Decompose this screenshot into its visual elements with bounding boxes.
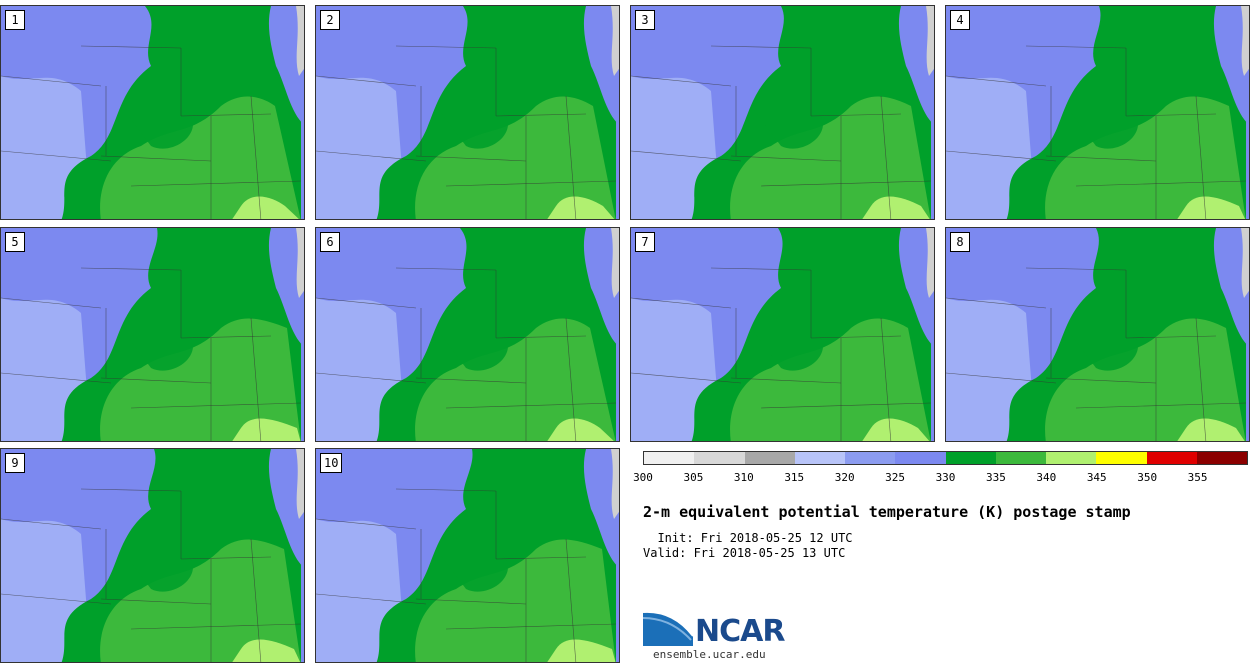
colorbar-tick-label: 355: [1187, 471, 1208, 484]
map-plot: [946, 6, 1249, 219]
panel-label: 2: [320, 10, 340, 30]
colorbar-tick-label: 305: [683, 471, 704, 484]
colorbar-segment: [845, 452, 896, 464]
stamp-panel-9: 9: [0, 448, 305, 663]
colorbar-segment: [1046, 452, 1097, 464]
colorbar: [643, 451, 1248, 465]
colorbar-segment: [1096, 452, 1147, 464]
colorbar-segment: [794, 452, 845, 464]
map-plot: [946, 228, 1249, 441]
stamp-panel-2: 2: [315, 5, 620, 220]
colorbar-tick-label: 320: [834, 471, 855, 484]
stamp-panel-7: 7: [630, 227, 935, 442]
colorbar-tick-label: 330: [935, 471, 956, 484]
colorbar-tick-label: 345: [1086, 471, 1107, 484]
stamp-panel-8: 8: [945, 227, 1250, 442]
valid-time: Valid: Fri 2018-05-25 13 UTC: [643, 546, 846, 560]
init-time: Init: Fri 2018-05-25 12 UTC: [643, 531, 853, 545]
map-plot: [316, 6, 619, 219]
stamp-panel-10: 10: [315, 448, 620, 663]
figure-title: 2-m equivalent potential temperature (K)…: [643, 503, 1131, 521]
colorbar-tick-label: 335: [985, 471, 1006, 484]
colorbar-segment: [694, 452, 745, 464]
panel-label: 5: [5, 232, 25, 252]
colorbar-segment: [744, 452, 795, 464]
ncar-logo: NCAR ensemble.ucar.edu: [643, 606, 793, 661]
map-plot: [631, 228, 934, 441]
map-plot: [1, 228, 304, 441]
stamp-panel-5: 5: [0, 227, 305, 442]
colorbar-tick-label: 325: [885, 471, 906, 484]
panel-label: 10: [320, 453, 343, 473]
map-plot: [316, 449, 619, 662]
stamp-panel-3: 3: [630, 5, 935, 220]
logo-url: ensemble.ucar.edu: [653, 648, 766, 661]
panel-label: 6: [320, 232, 340, 252]
map-plot: [316, 228, 619, 441]
panel-label: 8: [950, 232, 970, 252]
colorbar-tick-label: 300: [633, 471, 653, 484]
panel-label: 4: [950, 10, 970, 30]
panel-label: 3: [635, 10, 655, 30]
colorbar-tick-label: 310: [733, 471, 754, 484]
panel-label: 7: [635, 232, 655, 252]
colorbar-tick-label: 350: [1137, 471, 1158, 484]
stamp-panel-1: 1: [0, 5, 305, 220]
ncar-swoosh-icon: [643, 610, 693, 646]
colorbar-tick-label: 340: [1036, 471, 1057, 484]
panel-label: 9: [5, 453, 25, 473]
colorbar-segment: [1196, 452, 1247, 464]
colorbar-segment: [644, 452, 695, 464]
colorbar-segment: [1146, 452, 1197, 464]
logo-text: NCAR: [695, 614, 785, 649]
panel-label: 1: [5, 10, 25, 30]
colorbar-segment: [945, 452, 996, 464]
map-plot: [1, 6, 304, 219]
colorbar-segment: [995, 452, 1046, 464]
map-plot: [631, 6, 934, 219]
map-plot: [1, 449, 304, 662]
stamp-panel-4: 4: [945, 5, 1250, 220]
stamp-panel-6: 6: [315, 227, 620, 442]
colorbar-segment: [895, 452, 946, 464]
colorbar-tick-label: 315: [784, 471, 805, 484]
